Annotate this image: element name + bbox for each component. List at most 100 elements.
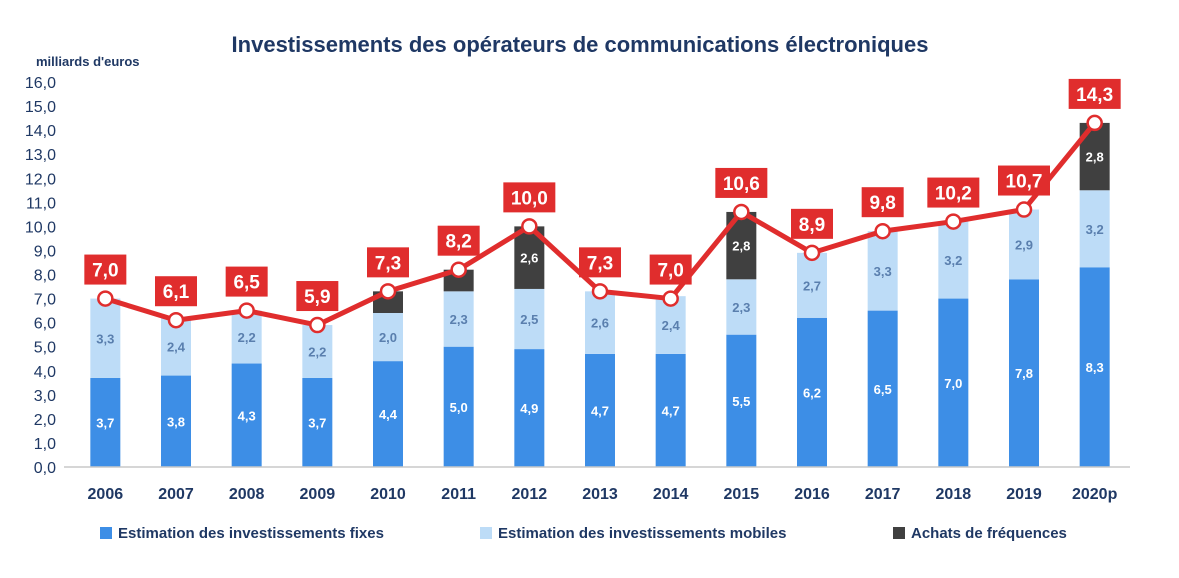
- data-label: 8,3: [1086, 360, 1104, 375]
- total-point: [662, 290, 679, 307]
- total-label: 7,3: [375, 253, 401, 274]
- total-label: 14,3: [1076, 85, 1113, 106]
- bar-segment: [938, 221, 969, 299]
- bar-segment: [90, 298, 121, 378]
- legend-entry: Estimation des investissements fixes: [118, 525, 384, 542]
- data-label: 3,2: [944, 253, 962, 268]
- y-axis: 0,0 1,0 2,0 3,0 4,0 5,0 6,0 7,0 8,0 9,0 10,0 11,0 12…: [25, 75, 56, 477]
- total-point: [97, 290, 114, 307]
- data-label: 4,9: [520, 401, 538, 416]
- y-tick-label: 6,0: [34, 316, 56, 333]
- legend: Estimation des investissements fixes Esti…: [100, 525, 1067, 542]
- data-label: 2,5: [520, 312, 538, 327]
- total-label: 7,3: [587, 253, 613, 274]
- data-label: 4,4: [379, 407, 398, 422]
- bar-segment: [443, 346, 474, 467]
- data-label: 2,2: [238, 330, 256, 345]
- total-label-box: [84, 254, 127, 285]
- total-label: 7,0: [657, 261, 683, 282]
- data-label: 3,3: [96, 331, 114, 346]
- total-point: [945, 213, 962, 230]
- x-tick-label: 2015: [724, 486, 760, 503]
- x-tick-label: 2016: [794, 486, 830, 503]
- bar-segment: [1009, 209, 1039, 280]
- bar-segment: [373, 361, 403, 467]
- bar-segment: [161, 375, 191, 467]
- x-tick-label: 2017: [865, 486, 901, 503]
- total-point: [733, 203, 750, 221]
- data-label: 2,4: [167, 340, 186, 355]
- bar-segment: [1009, 279, 1039, 467]
- total-label: 10,7: [1006, 172, 1043, 193]
- bar-segment: [514, 288, 545, 350]
- y-tick-label: 15,0: [25, 99, 56, 116]
- y-tick-label: 1,0: [34, 436, 56, 453]
- total-point: [238, 302, 255, 319]
- bars: 3,7 3,3 3,8 2,4 4,3 2,2 3,7 2,2 4,4 2,0 5,0 2,3 4,9 2…: [90, 122, 1110, 467]
- total-label: 7,0: [92, 261, 118, 282]
- total-label-box: [225, 266, 268, 297]
- x-tick-label: 2018: [936, 486, 972, 503]
- x-tick-label: 2013: [582, 486, 618, 503]
- y-tick-label: 5,0: [34, 340, 56, 357]
- total-label-box: [296, 281, 339, 312]
- total-label-box: [579, 247, 621, 278]
- bar-segment: [585, 353, 615, 467]
- y-tick-label: 11,0: [26, 195, 56, 212]
- data-label: 4,3: [238, 408, 256, 423]
- y-tick-label: 9,0: [34, 243, 56, 260]
- total-label: 6,1: [163, 282, 190, 303]
- x-tick-label: 2009: [300, 486, 336, 503]
- data-label: 3,7: [96, 415, 114, 430]
- total-point: [591, 283, 609, 300]
- total-label: 5,9: [304, 287, 330, 308]
- bar-segment: [90, 377, 121, 467]
- data-label: 4,7: [591, 403, 609, 418]
- y-tick-label: 4,0: [34, 364, 56, 381]
- data-label: 2,6: [520, 251, 538, 266]
- bar-segment: [726, 334, 757, 467]
- total-label: 6,5: [233, 273, 260, 294]
- total-label-box: [1068, 78, 1121, 109]
- y-unit-label: milliards d'euros: [36, 54, 140, 69]
- total-label-box: [861, 187, 904, 218]
- data-label: 6,2: [803, 385, 821, 400]
- x-tick-label: 2011: [441, 486, 476, 503]
- bar-segment: [938, 298, 969, 467]
- legend-entry: Achats de fréquences: [911, 525, 1067, 542]
- data-label: 2,4: [662, 318, 681, 333]
- bar-segment: [231, 310, 262, 364]
- y-tick-label: 2,0: [34, 412, 56, 429]
- bar-segment: [585, 291, 615, 354]
- total-label-box: [155, 276, 197, 307]
- y-tick-label: 12,0: [25, 171, 56, 188]
- total-point: [167, 311, 185, 329]
- total-point: [309, 316, 326, 334]
- data-label: 3,8: [167, 414, 185, 429]
- data-label: 3,7: [308, 415, 326, 430]
- x-tick-label: 2019: [1006, 486, 1042, 503]
- total-label: 10,6: [723, 174, 760, 195]
- bar-segment: [443, 269, 474, 292]
- data-label: 3,2: [1086, 222, 1104, 237]
- total-point: [450, 261, 467, 278]
- legend-swatch: [893, 527, 905, 539]
- data-label: 4,7: [662, 403, 680, 418]
- y-tick-label: 3,0: [34, 388, 56, 405]
- total-label: 10,0: [511, 188, 548, 209]
- bar-segment: [302, 325, 333, 378]
- total-label: 10,2: [935, 184, 972, 205]
- y-tick-label: 0,0: [34, 460, 56, 477]
- bar-segment: [443, 291, 474, 347]
- x-tick-label: 2012: [512, 486, 548, 503]
- total-label: 8,9: [799, 215, 825, 236]
- data-label: 2,9: [1015, 237, 1033, 252]
- bar-segment: [797, 317, 827, 467]
- y-tick-label: 8,0: [34, 268, 56, 285]
- data-label: 2,3: [732, 300, 750, 315]
- total-line: 7,0 6,1 6,5 5,9 7,3 8,2 10,0 7,3 7,0 10,6 8,9 9,8 10…: [84, 78, 1121, 334]
- x-tick-label: 2010: [370, 486, 406, 503]
- y-tick-label: 14,0: [25, 123, 56, 140]
- total-point: [1086, 114, 1103, 132]
